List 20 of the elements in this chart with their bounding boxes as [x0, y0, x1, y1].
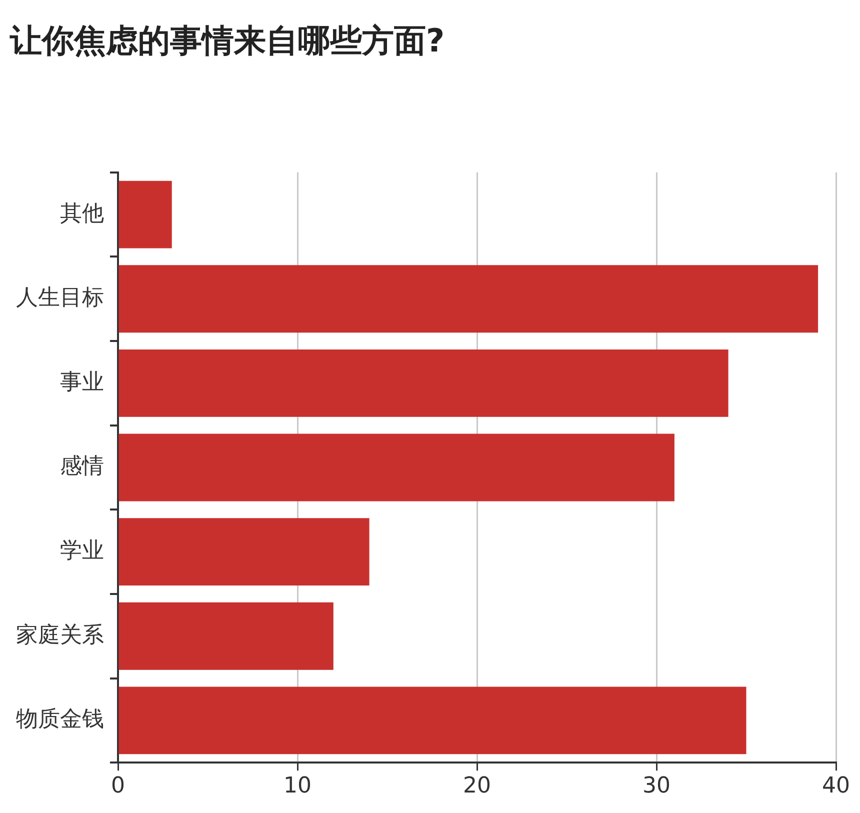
y-tick-label: 家庭关系 — [16, 622, 104, 648]
y-tick-label: 物质金钱 — [16, 707, 104, 732]
bar — [118, 602, 334, 670]
bar — [118, 349, 728, 417]
bar — [118, 180, 172, 248]
x-tick-label: 10 — [284, 774, 312, 799]
x-tick-label: 30 — [642, 774, 670, 799]
bar — [118, 686, 746, 754]
y-tick-label: 其他 — [60, 201, 104, 226]
chart-title: 让你焦虑的事情来自哪些方面? — [9, 22, 445, 60]
y-tick-label: 事业 — [60, 370, 104, 395]
y-tick-label: 感情 — [60, 454, 104, 480]
x-tick-label: 20 — [463, 774, 491, 799]
bar — [118, 434, 674, 502]
x-tick-label: 0 — [111, 774, 125, 799]
bar — [118, 518, 370, 586]
y-tick-label: 人生目标 — [16, 286, 104, 311]
bar — [118, 265, 818, 333]
x-tick-label: 40 — [822, 774, 850, 799]
y-tick-label: 学业 — [60, 538, 104, 564]
